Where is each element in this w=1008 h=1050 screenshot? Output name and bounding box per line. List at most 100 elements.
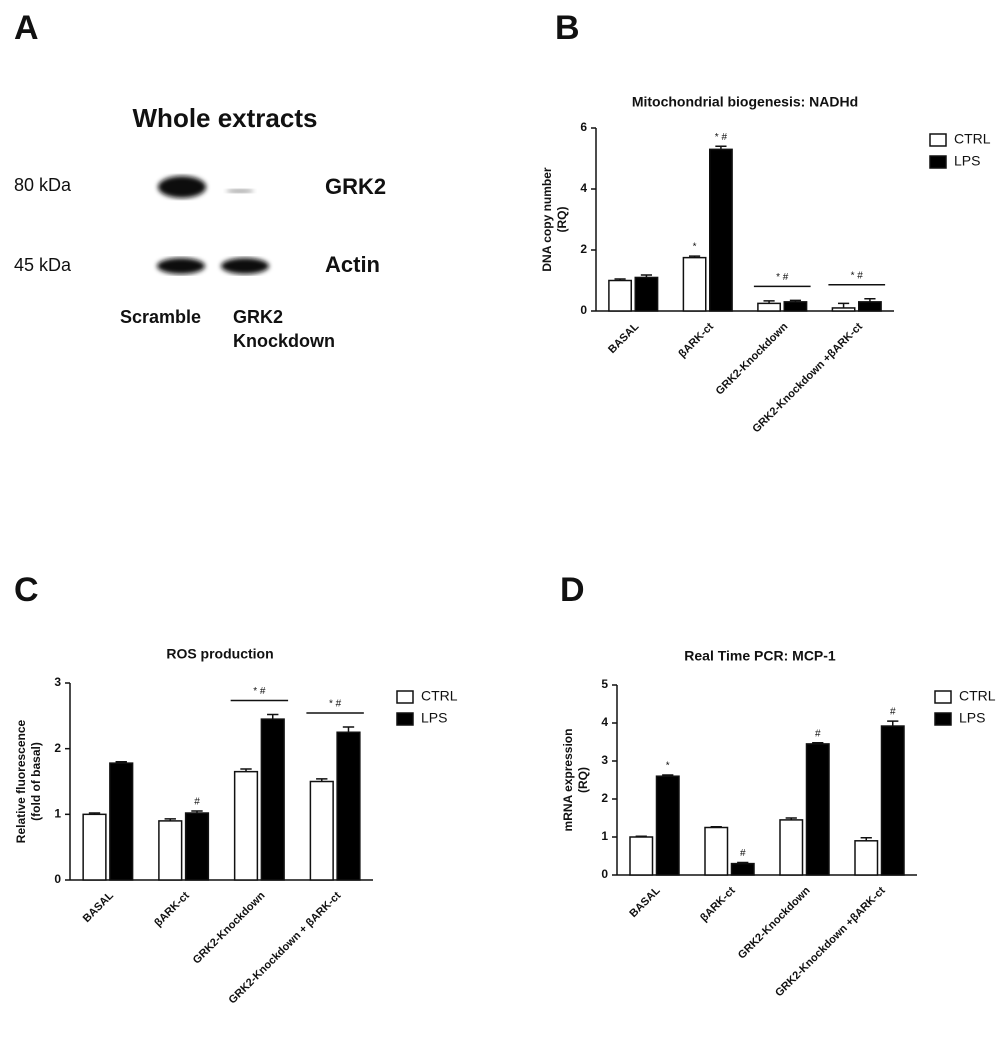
x-tick-label: GRK2-Knockdown — [736, 884, 813, 961]
bar — [805, 743, 830, 876]
y-tick-label: 3 — [601, 753, 608, 767]
protein-label: GRK2 — [325, 174, 386, 199]
legend-label: LPS — [959, 710, 985, 726]
bar — [158, 820, 183, 881]
significance-mark: * # — [329, 699, 342, 710]
bar — [608, 279, 633, 312]
y-tick-label: 3 — [54, 675, 61, 689]
error-bar — [614, 278, 626, 281]
bar — [309, 780, 334, 881]
panel-label: C — [14, 571, 39, 609]
blot-band — [158, 176, 206, 198]
error-bar — [115, 761, 127, 764]
lane-label: Scramble — [120, 307, 201, 327]
error-bar — [240, 768, 252, 772]
blot-band — [221, 258, 269, 274]
bar — [779, 819, 804, 876]
bar — [109, 762, 134, 881]
blot-title: Whole extracts — [133, 103, 318, 133]
panel-label: A — [14, 9, 39, 47]
y-tick-label: 2 — [580, 242, 587, 256]
bar — [184, 812, 210, 881]
legend-label: CTRL — [959, 688, 996, 704]
x-tick-label: GRK2-Knockdown — [714, 320, 791, 397]
legend-label: LPS — [421, 710, 447, 726]
error-bar — [860, 837, 872, 841]
significance-mark: # — [740, 848, 746, 859]
significance-mark: * # — [253, 686, 266, 697]
protein-label: Actin — [325, 252, 380, 277]
legend-swatch — [929, 155, 947, 169]
error-bar — [785, 817, 797, 820]
legend-swatch — [929, 133, 947, 147]
lane-label: Knockdown — [233, 331, 335, 351]
error-bar — [837, 302, 850, 308]
error-bar — [789, 299, 802, 302]
bar — [634, 276, 659, 312]
x-tick-label: βARK-ct — [152, 889, 192, 929]
blot-band — [226, 189, 254, 193]
marker-label: 80 kDa — [14, 175, 72, 195]
y-tick-label: 6 — [580, 120, 587, 134]
significance-mark: * — [693, 242, 697, 253]
y-axis-label: mRNA expression — [561, 729, 575, 832]
bar — [783, 301, 808, 312]
y-axis-label: (RQ) — [555, 207, 569, 233]
y-tick-label: 1 — [601, 829, 608, 843]
error-bar — [342, 726, 355, 733]
significance-mark: # — [890, 707, 896, 718]
legend-label: CTRL — [954, 131, 991, 147]
significance-mark: * # — [851, 270, 864, 281]
bar — [858, 301, 882, 312]
blot-band — [157, 258, 205, 274]
error-bar — [737, 861, 749, 864]
error-bar — [662, 774, 674, 777]
y-tick-label: 1 — [54, 807, 61, 821]
bar — [880, 725, 905, 876]
x-tick-label: BASAL — [81, 889, 116, 924]
error-bar — [267, 713, 279, 720]
error-bar — [191, 810, 203, 814]
panel-a: A Whole extracts 80 kDa 45 kDa GRK2 Acti… — [14, 9, 386, 351]
y-axis-label: (RQ) — [576, 767, 590, 793]
bar — [682, 256, 707, 312]
bar — [629, 836, 654, 876]
legend-swatch — [934, 712, 952, 726]
bar — [82, 813, 107, 881]
error-bar — [887, 720, 899, 727]
y-axis-label: Relative fluorescence — [14, 719, 28, 843]
bar — [854, 840, 879, 876]
lane-label: GRK2 — [233, 307, 283, 327]
bar — [757, 302, 782, 312]
y-tick-label: 4 — [601, 715, 608, 729]
significance-mark: # — [815, 728, 821, 739]
x-tick-label: GRK2-Knockdown — [191, 889, 268, 966]
x-tick-label: BASAL — [627, 884, 662, 919]
panel-label: B — [555, 9, 580, 47]
bar — [709, 148, 733, 312]
y-tick-label: 0 — [580, 303, 587, 317]
y-tick-label: 4 — [580, 181, 587, 195]
error-bar — [715, 145, 727, 150]
bar — [336, 731, 361, 881]
significance-mark: * # — [776, 272, 789, 283]
error-bar — [316, 778, 328, 782]
significance-mark: * — [666, 761, 670, 772]
y-axis-label: (fold of basal) — [29, 742, 43, 821]
x-tick-label: βARK-ct — [698, 884, 738, 924]
bar — [260, 718, 285, 881]
error-bar — [88, 812, 101, 815]
legend-swatch — [934, 690, 952, 704]
y-tick-label: 0 — [601, 867, 608, 881]
error-bar — [164, 818, 176, 821]
y-tick-label: 2 — [601, 791, 608, 805]
chart-title: ROS production — [166, 646, 273, 662]
bar — [831, 307, 856, 312]
bar — [704, 826, 729, 876]
error-bar — [864, 298, 876, 302]
marker-label: 45 kDa — [14, 255, 72, 275]
y-tick-label: 0 — [54, 872, 61, 886]
panel-label: D — [560, 571, 585, 609]
x-tick-label: βARK-ct — [676, 320, 716, 360]
